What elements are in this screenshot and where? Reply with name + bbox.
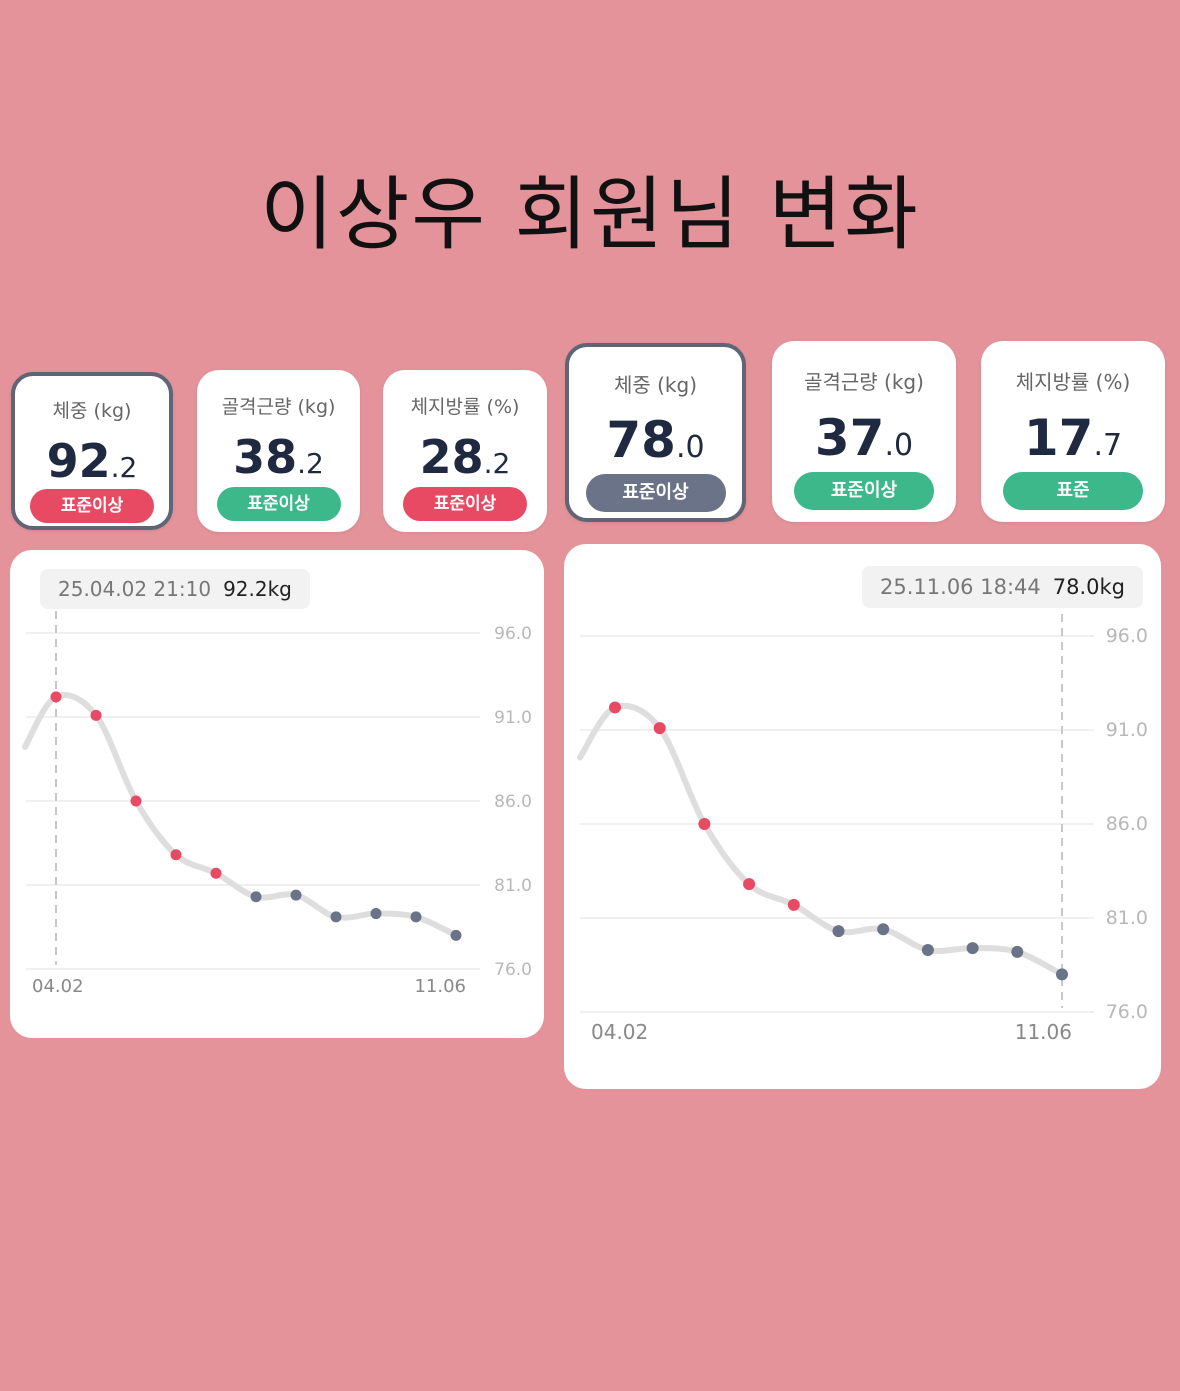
data-point [170, 849, 182, 861]
data-point [877, 923, 890, 936]
y-tick-label: 96.0 [494, 624, 532, 644]
metric-value: 28.2 [419, 430, 511, 484]
data-point [743, 878, 756, 891]
y-tick-label: 86.0 [1106, 813, 1148, 835]
data-point [130, 795, 142, 807]
metric-card-muscle[interactable]: 골격근량 (kg) 37.0 표준이상 [772, 341, 956, 522]
metric-card-muscle[interactable]: 골격근량 (kg) 38.2 표준이상 [197, 370, 360, 532]
status-badge: 표준이상 [403, 487, 527, 521]
page-title: 이상우 회원님 변화 [260, 168, 920, 261]
x-axis-label-end: 11.06 [414, 976, 466, 997]
metric-value: 38.2 [233, 430, 324, 484]
metric-label: 체중 (kg) [613, 373, 698, 397]
series-line [22, 692, 459, 939]
weight-line-chart[interactable]: 96.0 91.0 86.0 81.0 76.0 04.02 11.06 [564, 544, 1161, 1089]
weight-chart-card: 25.04.02 21:10 92.2kg 96.0 91.0 86.0 81.0 76.… [10, 550, 544, 1038]
chart-tooltip: 25.04.02 21:10 92.2kg [40, 569, 310, 609]
metric-value: 37.0 [814, 409, 914, 467]
metric-value: 92.2 [46, 434, 138, 488]
status-badge: 표준 [1003, 472, 1143, 510]
metric-card-weight[interactable]: 체중 (kg) 92.2 표준이상 [11, 372, 173, 530]
weight-line-chart[interactable]: 96.0 91.0 86.0 81.0 76.0 04.02 11.06 [10, 550, 544, 1038]
data-point [250, 891, 262, 903]
data-point [787, 898, 800, 911]
series-line [577, 702, 1065, 978]
y-tick-label: 76.0 [494, 960, 532, 980]
metric-label: 체지방률 (%) [1015, 370, 1131, 394]
x-axis-label-end: 11.06 [1015, 1020, 1072, 1044]
metric-label: 체중 (kg) [52, 400, 132, 422]
data-point [1056, 968, 1068, 981]
y-tick-label: 91.0 [494, 708, 532, 728]
metric-value: 78.0 [606, 411, 705, 469]
metric-card-weight[interactable]: 체중 (kg) 78.0 표준이상 [565, 343, 746, 522]
status-badge: 표준이상 [794, 472, 934, 510]
y-tick-label: 96.0 [1106, 625, 1148, 647]
data-point [1011, 945, 1024, 958]
weight-chart-card: 25.11.06 18:44 78.0kg 96.0 91.0 86.0 81.0 76.… [564, 544, 1161, 1089]
data-point [450, 929, 462, 941]
data-point [698, 818, 711, 830]
metric-card-bodyfat[interactable]: 체지방률 (%) 17.7 표준 [981, 341, 1165, 522]
metric-label: 골격근량 (kg) [221, 396, 336, 418]
y-tick-label: 81.0 [1106, 907, 1148, 929]
status-badge: 표준이상 [30, 489, 154, 523]
data-point [370, 908, 382, 920]
y-tick-label: 81.0 [494, 876, 532, 896]
data-point [410, 911, 422, 923]
y-tick-label: 76.0 [1106, 1001, 1148, 1023]
data-point [210, 867, 222, 879]
x-axis-label-start: 04.02 [591, 1020, 648, 1044]
metric-value: 17.7 [1023, 409, 1123, 467]
data-point [832, 925, 845, 938]
data-point [330, 911, 342, 923]
data-point [966, 942, 979, 955]
status-badge: 표준이상 [216, 487, 341, 521]
data-point [50, 691, 62, 703]
data-point [921, 943, 934, 956]
x-axis-label-start: 04.02 [32, 976, 84, 997]
chart-tooltip: 25.11.06 18:44 78.0kg [862, 566, 1143, 608]
status-badge: 표준이상 [585, 474, 726, 512]
y-tick-label: 86.0 [494, 792, 532, 812]
y-tick-label: 91.0 [1106, 719, 1148, 741]
data-point [290, 889, 302, 901]
metric-label: 체지방률 (%) [410, 396, 520, 418]
data-point [90, 709, 102, 721]
data-point [653, 722, 666, 735]
metric-label: 골격근량 (kg) [804, 370, 924, 394]
metric-card-bodyfat[interactable]: 체지방률 (%) 28.2 표준이상 [383, 370, 547, 532]
data-point [609, 701, 621, 714]
